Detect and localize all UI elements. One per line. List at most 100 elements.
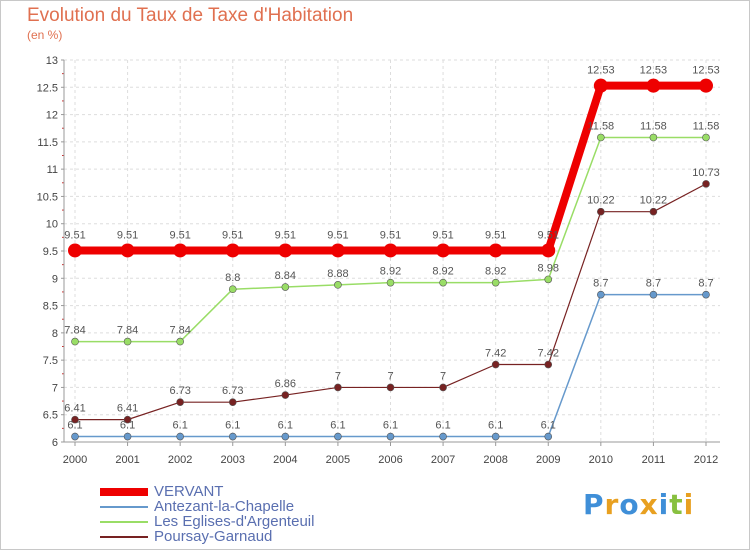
data-point xyxy=(439,383,447,392)
data-label: 7.84 xyxy=(117,325,138,337)
x-tick-label: 2012 xyxy=(694,454,718,466)
y-tick-label: 9 xyxy=(52,273,58,285)
x-tick-label: 2007 xyxy=(431,454,455,466)
data-label: 6.1 xyxy=(383,420,398,432)
data-point xyxy=(436,243,451,258)
data-label: 10.22 xyxy=(587,195,615,207)
data-label: 6.73 xyxy=(222,385,243,397)
y-tick-labels: 6 6.5 7 7.5 8 8.5 9 9.5 10 10.5 11 11.5 12 12.5 13 xyxy=(37,55,58,449)
brand-letter: P xyxy=(583,488,605,521)
data-label: 6.1 xyxy=(120,420,135,432)
data-label: 9.51 xyxy=(64,229,85,241)
data-point xyxy=(173,243,188,258)
y-tick-label: 13 xyxy=(46,55,58,67)
chart-title: Evolution du Taux de Taxe d'Habitation xyxy=(27,5,354,26)
data-label: 8.7 xyxy=(698,278,713,290)
y-tick-label: 6 xyxy=(52,437,58,449)
legend-label: Poursay-Garnaud xyxy=(154,528,273,545)
data-label: 11.58 xyxy=(640,120,667,132)
data-label: 8.92 xyxy=(432,266,453,278)
data-point xyxy=(649,133,658,142)
legend-item: Poursay-Garnaud xyxy=(100,529,314,544)
data-point xyxy=(123,415,132,424)
data-point xyxy=(228,398,237,406)
y-tick-label: 10 xyxy=(46,219,58,231)
data-point xyxy=(597,133,605,142)
y-tick-label: 11.5 xyxy=(37,137,58,149)
data-label: 9.51 xyxy=(380,229,401,241)
data-point xyxy=(228,285,237,294)
chart-unit: (en %) xyxy=(27,28,63,42)
data-label: 11.58 xyxy=(693,120,720,132)
legend-swatch xyxy=(100,520,148,523)
data-label: 9.51 xyxy=(275,229,296,241)
legend-item: Les Eglises-d'Argenteuil xyxy=(100,514,314,529)
data-label: 8.92 xyxy=(380,266,401,278)
data-point xyxy=(123,432,132,441)
data-label: 9.51 xyxy=(222,229,243,241)
data-point xyxy=(386,383,395,392)
x-tick-label: 2003 xyxy=(221,454,245,466)
data-label: 8.7 xyxy=(593,278,608,290)
y-tick-label: 12.5 xyxy=(37,82,58,94)
data-label: 7.84 xyxy=(64,325,85,337)
y-tick-label: 9.5 xyxy=(43,246,58,258)
data-label: 12.53 xyxy=(640,65,668,77)
data-label: 9.51 xyxy=(327,229,348,241)
x-tick-label: 2009 xyxy=(536,454,560,466)
data-label: 9.51 xyxy=(169,229,190,241)
x-tick-label: 2000 xyxy=(63,454,87,466)
data-point xyxy=(281,432,290,441)
y-tick-label: 6.5 xyxy=(43,410,58,422)
data-point xyxy=(491,432,500,441)
data-point xyxy=(488,243,503,258)
data-label: 7.42 xyxy=(538,348,559,360)
data-label: 6.1 xyxy=(488,420,503,432)
x-tick-label: 2008 xyxy=(483,454,507,466)
data-point xyxy=(593,78,608,93)
brand-letter: o xyxy=(619,488,640,521)
data-label: 9.51 xyxy=(117,229,138,241)
brand-letter: t xyxy=(669,488,684,521)
legend: VERVANT Antezant-la-Chapelle Les Eglises-d… xyxy=(100,484,314,544)
data-label: 6.1 xyxy=(67,420,82,432)
legend-swatch xyxy=(100,535,148,538)
data-point xyxy=(225,243,240,258)
data-point xyxy=(699,78,713,93)
data-point xyxy=(544,360,553,369)
data-label: 7 xyxy=(335,370,341,382)
legend-label: Antezant-la-Chapelle xyxy=(154,498,295,515)
data-point xyxy=(702,290,710,299)
data-point xyxy=(544,432,553,441)
data-labels: 6.1 6.1 6.1 6.1 6.1 6.1 6.1 6.1 6.1 6.1 8.7 8.7 8.7 7… xyxy=(64,65,719,432)
data-point xyxy=(702,180,710,188)
legend-label: Les Eglises-d'Argenteuil xyxy=(154,513,315,530)
x-tick-label: 2002 xyxy=(168,454,192,466)
x-tick-label: 2005 xyxy=(326,454,350,466)
legend-label: VERVANT xyxy=(154,483,224,500)
data-label: 10.22 xyxy=(640,195,668,207)
data-point xyxy=(71,337,79,346)
x-tick-labels: 2000 2001 2002 2003 2004 2005 2006 2007 2008 2009… xyxy=(63,454,718,466)
y-tick-label: 7.5 xyxy=(43,355,58,367)
data-point xyxy=(120,243,135,258)
data-label: 6.86 xyxy=(275,378,296,390)
data-label: 9.51 xyxy=(538,229,559,241)
data-point xyxy=(383,243,398,258)
data-label: 7.84 xyxy=(169,325,190,337)
data-label: 6.1 xyxy=(541,420,556,432)
data-label: 6.1 xyxy=(225,420,240,432)
data-label: 6.73 xyxy=(169,385,190,397)
data-point xyxy=(334,432,342,441)
data-label: 6.1 xyxy=(435,420,450,432)
data-point xyxy=(71,432,79,441)
brand-logo: Proxiti xyxy=(583,488,694,521)
data-point xyxy=(544,275,553,284)
data-point xyxy=(439,278,447,287)
data-point xyxy=(386,278,395,287)
data-point xyxy=(68,243,82,258)
data-label: 8.98 xyxy=(538,262,559,274)
data-label: 9.51 xyxy=(432,229,453,241)
